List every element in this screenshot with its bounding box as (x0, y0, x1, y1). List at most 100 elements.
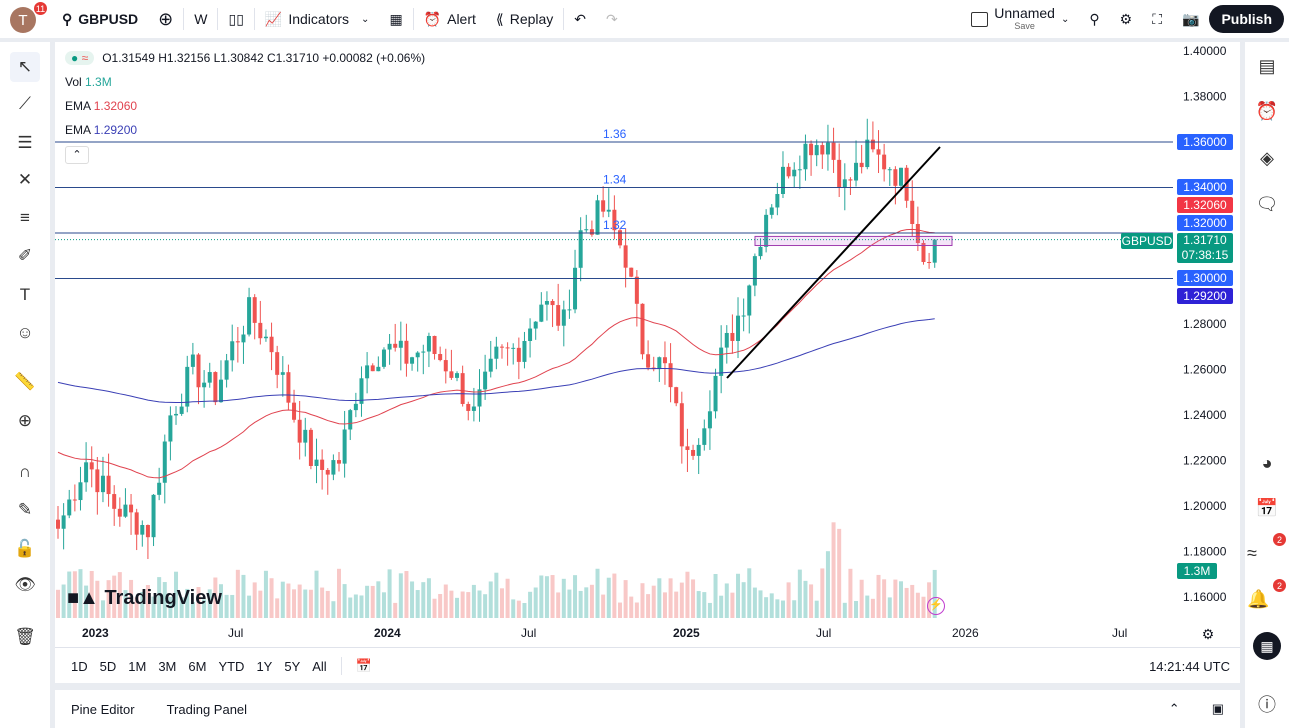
ema-slow-legend[interactable]: EMA 1.29200 (65, 123, 138, 137)
maximize-panel-button[interactable]: ▣ (1196, 701, 1240, 717)
trendline-tool[interactable]: ⟋ (10, 89, 40, 119)
collapse-legend-button[interactable]: ⌃ (65, 146, 89, 164)
alert-button[interactable]: ⏰ Alert (423, 10, 476, 28)
candle-body (342, 429, 347, 464)
candle-body (702, 428, 707, 445)
candle-body (185, 366, 190, 407)
products-button[interactable]: ▦ (1253, 632, 1281, 660)
volume-bar (263, 570, 268, 618)
fullscreen-button[interactable]: ⛶ (1142, 0, 1172, 38)
range-3m[interactable]: 3M (158, 658, 177, 674)
pattern-tool[interactable]: ✕ (10, 165, 40, 195)
candle-body (837, 159, 842, 188)
range-1d[interactable]: 1D (71, 658, 88, 674)
pine-editor-tab[interactable]: Pine Editor (71, 701, 135, 717)
axis-settings-button[interactable]: ⚙ (1198, 626, 1218, 646)
chart-canvas[interactable]: 1.40000 1.38000 1.28000 1.26000 1.24000 1.220… (55, 42, 1240, 685)
notifications-button[interactable]: 🔔 (1247, 585, 1275, 613)
brush-tool[interactable]: ✐ (10, 241, 40, 271)
user-avatar[interactable]: T (10, 7, 36, 33)
clock[interactable]: 14:21:44 UTC (1149, 659, 1230, 674)
emoji-tool[interactable]: ☺ (10, 318, 40, 348)
volume-bar (792, 600, 797, 618)
candle-body (932, 239, 937, 263)
range-5d[interactable]: 5D (99, 658, 117, 674)
object-tree-button[interactable]: ◈ (1253, 144, 1281, 172)
range-all[interactable]: All (312, 658, 327, 674)
volume-bar (393, 602, 398, 618)
candle-body (67, 499, 72, 516)
candle-body (606, 209, 611, 212)
chart-area[interactable]: 1.40000 1.38000 1.28000 1.26000 1.24000 1.220… (55, 42, 1240, 685)
volume-bar (415, 590, 420, 618)
publish-button[interactable]: Publish (1209, 5, 1284, 33)
undo-button[interactable]: ↶ (564, 0, 596, 38)
horizontal-line-label: 1.32 (603, 218, 627, 232)
lock-drawings-tool[interactable]: 🔓 (10, 534, 40, 564)
candle-body (668, 363, 673, 388)
candle-body (797, 169, 802, 171)
candle-body (893, 169, 898, 186)
price-tag-l132: 1.32000 (1177, 215, 1233, 231)
alarm-clock-icon: ⏰ (1255, 100, 1279, 121)
replay-button[interactable]: ⟪ Replay (495, 10, 554, 28)
hide-drawings-tool[interactable]: 👁 (10, 570, 40, 600)
snapshot-button[interactable]: 📷 (1172, 0, 1209, 38)
keep-drawing-tool[interactable]: ✎ (10, 495, 40, 525)
price-tag-l130: 1.30000 (1177, 270, 1233, 286)
undo-icon: ↶ (574, 10, 587, 27)
quick-search-button[interactable]: ⚲ (1079, 0, 1109, 38)
help-button[interactable]: ⓘ (1253, 690, 1281, 718)
alerts-button[interactable]: ⏰ (1253, 97, 1281, 125)
lightning-event-icon[interactable]: ⚡ (927, 597, 945, 615)
calendar-button[interactable]: 📅 (1253, 494, 1281, 522)
candle-body (887, 169, 892, 171)
range-1y[interactable]: 1Y (256, 658, 273, 674)
volume-bar (190, 602, 195, 618)
settings-button[interactable]: ⚙ (1110, 0, 1143, 38)
zoom-tool[interactable]: ⊕ (10, 406, 40, 436)
volume-legend[interactable]: Vol 1.3M (65, 75, 112, 89)
screener-button[interactable]: ◕ (1253, 449, 1281, 477)
ema-fast-legend[interactable]: EMA 1.32060 (65, 99, 138, 113)
layout-button[interactable]: Unnamed Save ⌄ (961, 0, 1079, 38)
text-tool[interactable]: T (10, 280, 40, 310)
watchlist-button[interactable]: ▤ (1253, 52, 1281, 80)
compare-symbol-button[interactable]: ⊕ (148, 0, 183, 38)
volume-bar (404, 571, 409, 618)
chats-button[interactable]: 🗨 (1253, 190, 1281, 218)
remove-drawings-tool[interactable]: 🗑 (10, 622, 40, 652)
trading-panel-tab[interactable]: Trading Panel (166, 701, 248, 717)
candle-body (528, 328, 533, 341)
candle-body (426, 335, 431, 352)
goto-date-button[interactable]: 📅 (350, 658, 378, 674)
volume-bar (544, 576, 549, 618)
range-6m[interactable]: 6M (188, 658, 207, 674)
range-5y[interactable]: 5Y (284, 658, 301, 674)
cursor-tool[interactable]: ↖ (10, 52, 40, 82)
volume-bar (387, 569, 392, 618)
interval-button[interactable]: W (194, 11, 208, 27)
bar-countdown: 07:38:15 (1181, 248, 1229, 262)
candle-body (292, 402, 297, 420)
expand-panel-button[interactable]: ⌃ (1153, 701, 1196, 717)
ruler-tool[interactable]: 📏 (10, 367, 40, 397)
ideas-button[interactable]: ≈ (1247, 539, 1275, 567)
volume-bar (730, 592, 735, 618)
indicators-button[interactable]: 📈 Indicators ⌄ (264, 10, 370, 28)
symbol-search[interactable]: ⚲ GBPUSD (62, 10, 139, 28)
magnet-tool[interactable]: ∩ (10, 457, 40, 487)
volume-bar (668, 578, 673, 618)
chart-type-button[interactable]: ▯▯ (218, 0, 253, 38)
range-1m[interactable]: 1M (128, 658, 147, 674)
volume-bar (865, 595, 870, 618)
candle-body (410, 357, 415, 364)
range-ytd[interactable]: YTD (218, 658, 245, 674)
volume-bar (809, 584, 814, 618)
price-tag-last: 1.31710 07:38:15 (1177, 233, 1233, 263)
redo-button[interactable]: ↷ (596, 0, 628, 38)
templates-button[interactable]: ▦ (379, 0, 412, 38)
volume-bar (741, 582, 746, 618)
prediction-tool[interactable]: ≡ (10, 203, 40, 233)
fib-tool[interactable]: ☰ (10, 128, 40, 158)
